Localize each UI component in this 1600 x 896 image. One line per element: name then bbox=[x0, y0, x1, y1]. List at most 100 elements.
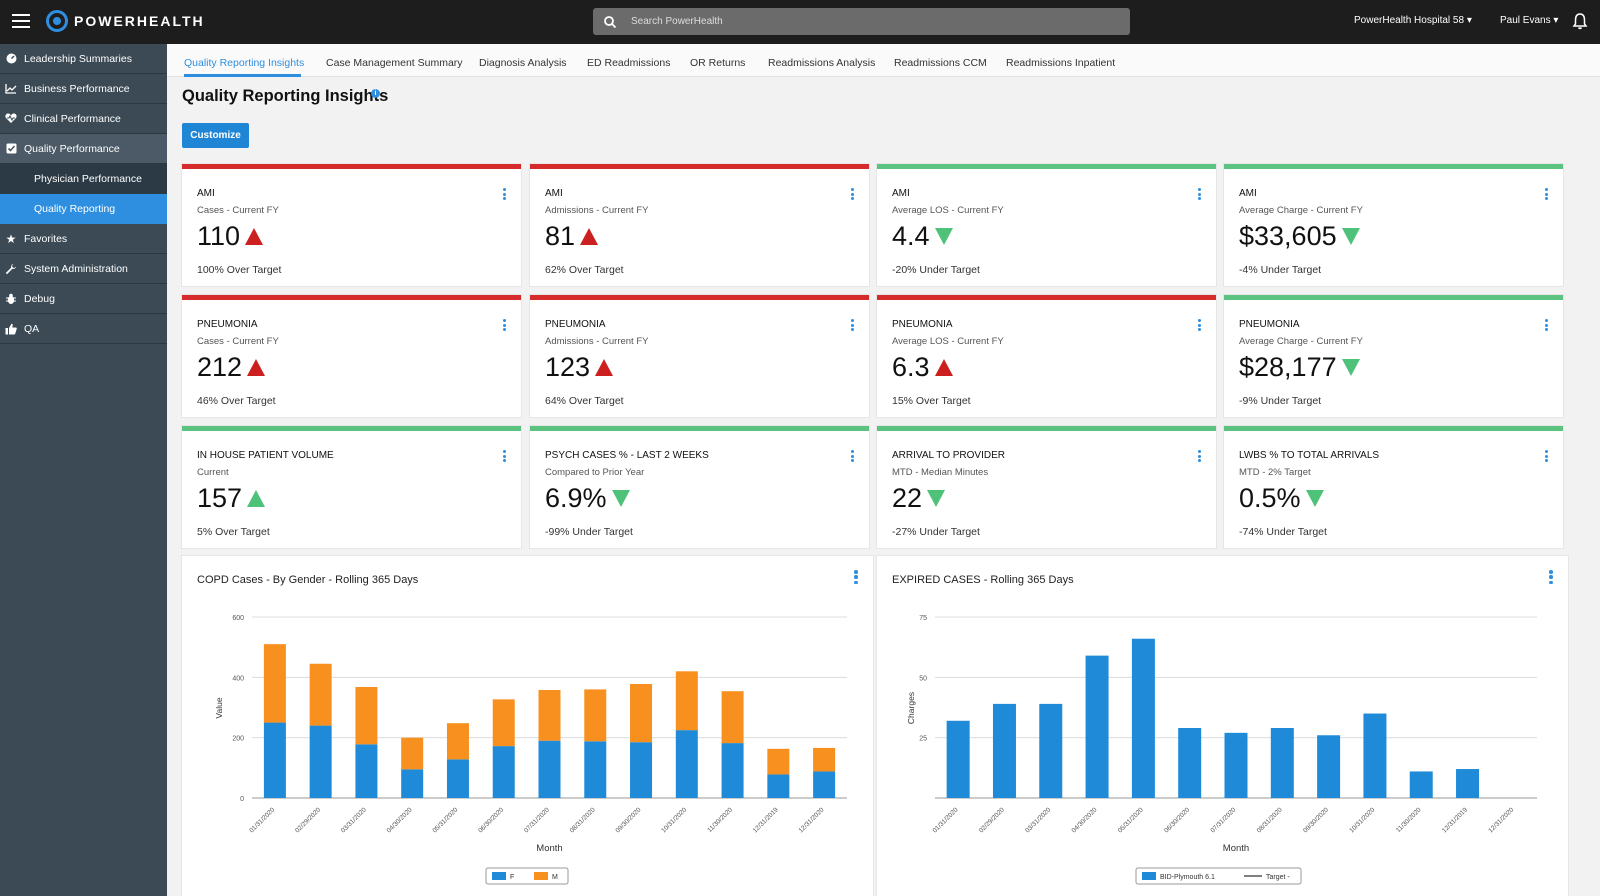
more-options-icon[interactable] bbox=[1545, 450, 1548, 462]
sidebar-item-clinical-performance[interactable]: Clinical Performance bbox=[0, 104, 167, 134]
legend-label[interactable]: F bbox=[510, 874, 514, 881]
bar-bid-plymouth-6-1[interactable] bbox=[1224, 732, 1248, 798]
tab-quality-reporting-insights[interactable]: Quality Reporting Insights bbox=[184, 57, 305, 69]
info-icon[interactable]: i bbox=[371, 89, 380, 98]
more-options-icon[interactable] bbox=[1549, 570, 1553, 584]
kpi-card[interactable]: AMI Cases - Current FY 110 100% Over Target bbox=[182, 164, 521, 286]
bar-m[interactable] bbox=[355, 686, 378, 745]
sidebar-subitem-quality-reporting[interactable]: Quality Reporting bbox=[0, 194, 167, 224]
bar-f[interactable] bbox=[767, 774, 790, 798]
kpi-subtitle: Average LOS - Current FY bbox=[892, 205, 1004, 216]
more-options-icon[interactable] bbox=[851, 188, 854, 200]
bell-icon[interactable] bbox=[1572, 12, 1588, 30]
y-tick-label: 0 bbox=[240, 796, 244, 803]
bar-m[interactable] bbox=[263, 644, 286, 723]
customize-button[interactable]: Customize bbox=[182, 123, 249, 148]
bar-f[interactable] bbox=[538, 740, 561, 798]
bar-m[interactable] bbox=[446, 723, 469, 760]
kpi-card[interactable]: PNEUMONIA Average Charge - Current FY $28,… bbox=[1224, 295, 1563, 417]
hospital-selector[interactable]: PowerHealth Hospital 58 ▾ bbox=[1354, 15, 1472, 26]
bar-m[interactable] bbox=[538, 690, 561, 741]
more-options-icon[interactable] bbox=[851, 450, 854, 462]
more-options-icon[interactable] bbox=[1545, 188, 1548, 200]
legend-label[interactable]: M bbox=[552, 874, 558, 881]
bar-m[interactable] bbox=[584, 689, 607, 742]
bar-f[interactable] bbox=[309, 725, 332, 798]
user-menu[interactable]: Paul Evans ▾ bbox=[1500, 15, 1558, 26]
kpi-card[interactable]: PSYCH CASES % - LAST 2 WEEKS Compared to … bbox=[530, 426, 869, 548]
tab-case-management-summary[interactable]: Case Management Summary bbox=[326, 57, 463, 69]
bar-bid-plymouth-6-1[interactable] bbox=[1409, 771, 1433, 798]
wrench-icon bbox=[5, 263, 17, 275]
kpi-card[interactable]: AMI Average Charge - Current FY $33,605 -4%… bbox=[1224, 164, 1563, 286]
bar-m[interactable] bbox=[401, 737, 424, 770]
search-bar[interactable] bbox=[593, 8, 1130, 35]
more-options-icon[interactable] bbox=[851, 319, 854, 331]
tab-readmissions-inpatient[interactable]: Readmissions Inpatient bbox=[1006, 57, 1116, 69]
sidebar-item-quality-performance[interactable]: Quality Performance bbox=[0, 134, 167, 164]
kpi-card[interactable]: ARRIVAL TO PROVIDER MTD - Median Minutes 2… bbox=[877, 426, 1216, 548]
bar-bid-plymouth-6-1[interactable] bbox=[1270, 728, 1294, 798]
tab-or-returns[interactable]: OR Returns bbox=[690, 57, 746, 69]
more-options-icon[interactable] bbox=[503, 319, 506, 331]
tab-diagnosis-analysis[interactable]: Diagnosis Analysis bbox=[479, 57, 567, 69]
sidebar-subitem-physician-performance[interactable]: Physician Performance bbox=[0, 164, 167, 194]
tab-readmissions-ccm[interactable]: Readmissions CCM bbox=[894, 57, 987, 69]
kpi-target-status: 5% Over Target bbox=[197, 526, 270, 538]
bar-m[interactable] bbox=[675, 671, 698, 731]
bar-f[interactable] bbox=[401, 769, 424, 798]
x-tick-label: 02/29/2020 bbox=[978, 806, 1006, 834]
bar-bid-plymouth-6-1[interactable] bbox=[1363, 713, 1387, 798]
legend-label[interactable]: BID-Plymouth 6.1 bbox=[1160, 874, 1215, 881]
sidebar-item-system-administration[interactable]: System Administration bbox=[0, 254, 167, 284]
logo[interactable]: POWERHEALTH bbox=[46, 10, 205, 32]
bar-f[interactable] bbox=[630, 742, 653, 798]
bar-f[interactable] bbox=[355, 744, 378, 798]
bar-m[interactable] bbox=[309, 663, 332, 726]
kpi-card[interactable]: LWBS % TO TOTAL ARRIVALS MTD - 2% Target 0… bbox=[1224, 426, 1563, 548]
bar-m[interactable] bbox=[721, 691, 744, 744]
more-options-icon[interactable] bbox=[503, 188, 506, 200]
bar-m[interactable] bbox=[492, 699, 515, 747]
more-options-icon[interactable] bbox=[503, 450, 506, 462]
bar-f[interactable] bbox=[492, 746, 515, 798]
bar-f[interactable] bbox=[813, 771, 836, 798]
bar-bid-plymouth-6-1[interactable] bbox=[1039, 703, 1063, 798]
more-options-icon[interactable] bbox=[1545, 319, 1548, 331]
bar-bid-plymouth-6-1[interactable] bbox=[1085, 655, 1109, 798]
sidebar-item-leadership-summaries[interactable]: Leadership Summaries bbox=[0, 44, 167, 74]
bar-bid-plymouth-6-1[interactable] bbox=[1317, 735, 1341, 798]
bar-f[interactable] bbox=[584, 741, 607, 798]
bar-bid-plymouth-6-1[interactable] bbox=[1178, 728, 1202, 798]
hamburger-menu-icon[interactable] bbox=[12, 14, 30, 28]
more-options-icon[interactable] bbox=[854, 570, 858, 584]
kpi-card[interactable]: IN HOUSE PATIENT VOLUME Current 157 5% Over… bbox=[182, 426, 521, 548]
sidebar-item-favorites[interactable]: ★ Favorites bbox=[0, 224, 167, 254]
kpi-card[interactable]: AMI Admissions - Current FY 81 62% Over Tar… bbox=[530, 164, 869, 286]
more-options-icon[interactable] bbox=[1198, 450, 1201, 462]
bar-f[interactable] bbox=[263, 722, 286, 798]
bar-m[interactable] bbox=[813, 747, 836, 772]
sidebar-item-debug[interactable]: Debug bbox=[0, 284, 167, 314]
search-input[interactable] bbox=[631, 16, 1111, 27]
bar-bid-plymouth-6-1[interactable] bbox=[1131, 638, 1155, 798]
sidebar-item-qa[interactable]: QA bbox=[0, 314, 167, 344]
kpi-card[interactable]: AMI Average LOS - Current FY 4.4 -20% Under… bbox=[877, 164, 1216, 286]
more-options-icon[interactable] bbox=[1198, 319, 1201, 331]
bar-m[interactable] bbox=[630, 683, 653, 743]
tab-ed-readmissions[interactable]: ED Readmissions bbox=[587, 57, 671, 69]
sidebar-item-business-performance[interactable]: Business Performance bbox=[0, 74, 167, 104]
bar-bid-plymouth-6-1[interactable] bbox=[992, 703, 1016, 798]
bar-f[interactable] bbox=[446, 759, 469, 798]
legend-label[interactable]: Target - bbox=[1266, 874, 1290, 881]
more-options-icon[interactable] bbox=[1198, 188, 1201, 200]
kpi-card[interactable]: PNEUMONIA Admissions - Current FY 123 64% O… bbox=[530, 295, 869, 417]
kpi-card[interactable]: PNEUMONIA Average LOS - Current FY 6.3 15% … bbox=[877, 295, 1216, 417]
bar-m[interactable] bbox=[767, 748, 790, 775]
bar-bid-plymouth-6-1[interactable] bbox=[1456, 769, 1480, 798]
bar-bid-plymouth-6-1[interactable] bbox=[946, 720, 970, 798]
bar-f[interactable] bbox=[721, 743, 744, 798]
kpi-card[interactable]: PNEUMONIA Cases - Current FY 212 46% Over T… bbox=[182, 295, 521, 417]
bar-f[interactable] bbox=[675, 730, 698, 798]
tab-readmissions-analysis[interactable]: Readmissions Analysis bbox=[768, 57, 876, 69]
